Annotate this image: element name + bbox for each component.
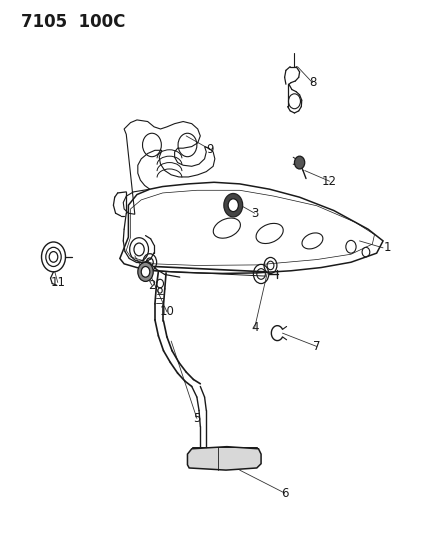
Circle shape: [224, 193, 243, 217]
Circle shape: [228, 199, 238, 212]
Polygon shape: [187, 447, 261, 470]
Circle shape: [138, 262, 153, 281]
Text: 7105  100C: 7105 100C: [21, 13, 126, 31]
Text: 8: 8: [309, 76, 316, 89]
Text: 6: 6: [281, 487, 288, 499]
Text: 10: 10: [160, 305, 174, 318]
Text: 2: 2: [148, 279, 156, 292]
Text: 5: 5: [193, 412, 201, 425]
Text: 9: 9: [206, 143, 214, 156]
Text: 3: 3: [251, 207, 259, 220]
Text: 4: 4: [251, 321, 259, 334]
Text: 1: 1: [383, 241, 391, 254]
Text: 11: 11: [50, 276, 65, 289]
Text: 7: 7: [313, 340, 321, 353]
Text: 12: 12: [322, 175, 337, 188]
Circle shape: [141, 266, 150, 277]
Circle shape: [294, 156, 305, 169]
